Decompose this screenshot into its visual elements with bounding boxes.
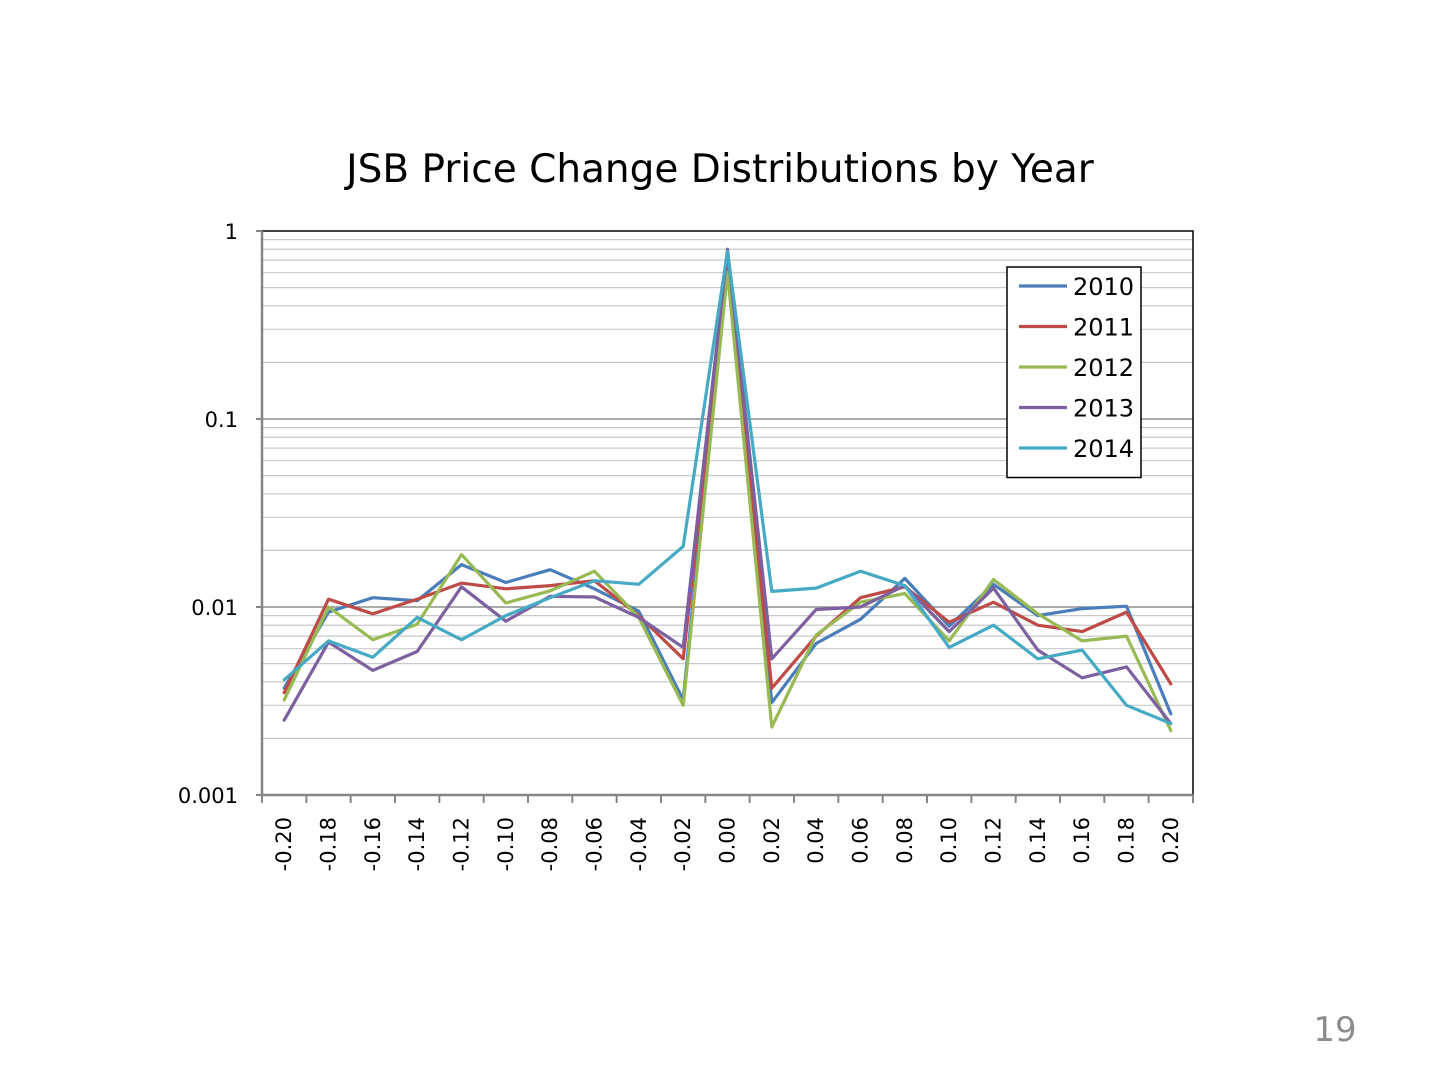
x-tick-label: -0.20 [272,817,296,871]
series-line-2014 [282,249,1173,726]
x-tick-label: -0.08 [538,817,562,871]
legend-label: 2014 [1073,435,1134,463]
y-tick-label: 1 [225,220,238,244]
x-tick-label: 0.06 [849,817,873,864]
y-tick-label: 0.001 [178,784,238,808]
x-tick-label: 0.04 [804,817,828,864]
legend: 2010 2011 2012 2013 2014 [1006,266,1142,479]
x-tick-label: 0.02 [760,817,784,864]
x-tick-label: 0.08 [893,817,917,864]
series-line-2013 [282,247,1173,726]
x-tick-label: -0.02 [671,817,695,871]
x-tick-label: -0.18 [317,817,341,871]
legend-label: 2011 [1073,314,1134,342]
x-tick-label: 0.14 [1026,817,1050,864]
x-tick-label: -0.16 [361,817,385,871]
series-group [282,247,1173,733]
chart-title: JSB Price Change Distributions by Year [343,147,1095,192]
legend-label: 2010 [1073,273,1134,301]
y-axis: 1 0.1 0.01 0.001 [178,220,262,808]
x-tick-label: -0.14 [405,817,429,871]
legend-box [1006,266,1142,479]
x-tick-label: 0.10 [937,817,961,864]
x-axis: -0.20 -0.18 -0.16 -0.14 -0.12 -0.10 -0.08 -0.06… [261,795,1194,871]
x-tick-label: 0.00 [716,817,740,864]
x-tick-label: 0.20 [1159,817,1183,864]
x-tick-label: 0.16 [1070,817,1094,864]
x-tick-label: -0.06 [583,817,607,871]
legend-label: 2013 [1073,395,1134,423]
series-line-2012 [282,271,1173,733]
x-tick-label: -0.04 [627,817,651,871]
plot-area [260,230,1194,797]
y-tick-label: 0.1 [205,408,238,432]
x-tick-label: -0.10 [494,817,518,871]
page-number: 19 [1313,1010,1357,1050]
x-tick-label: 0.12 [982,817,1006,864]
y-tick-label: 0.01 [191,596,238,620]
x-tick-label: -0.12 [450,817,474,871]
x-tick-label: 0.18 [1115,817,1139,864]
legend-label: 2012 [1073,354,1134,382]
